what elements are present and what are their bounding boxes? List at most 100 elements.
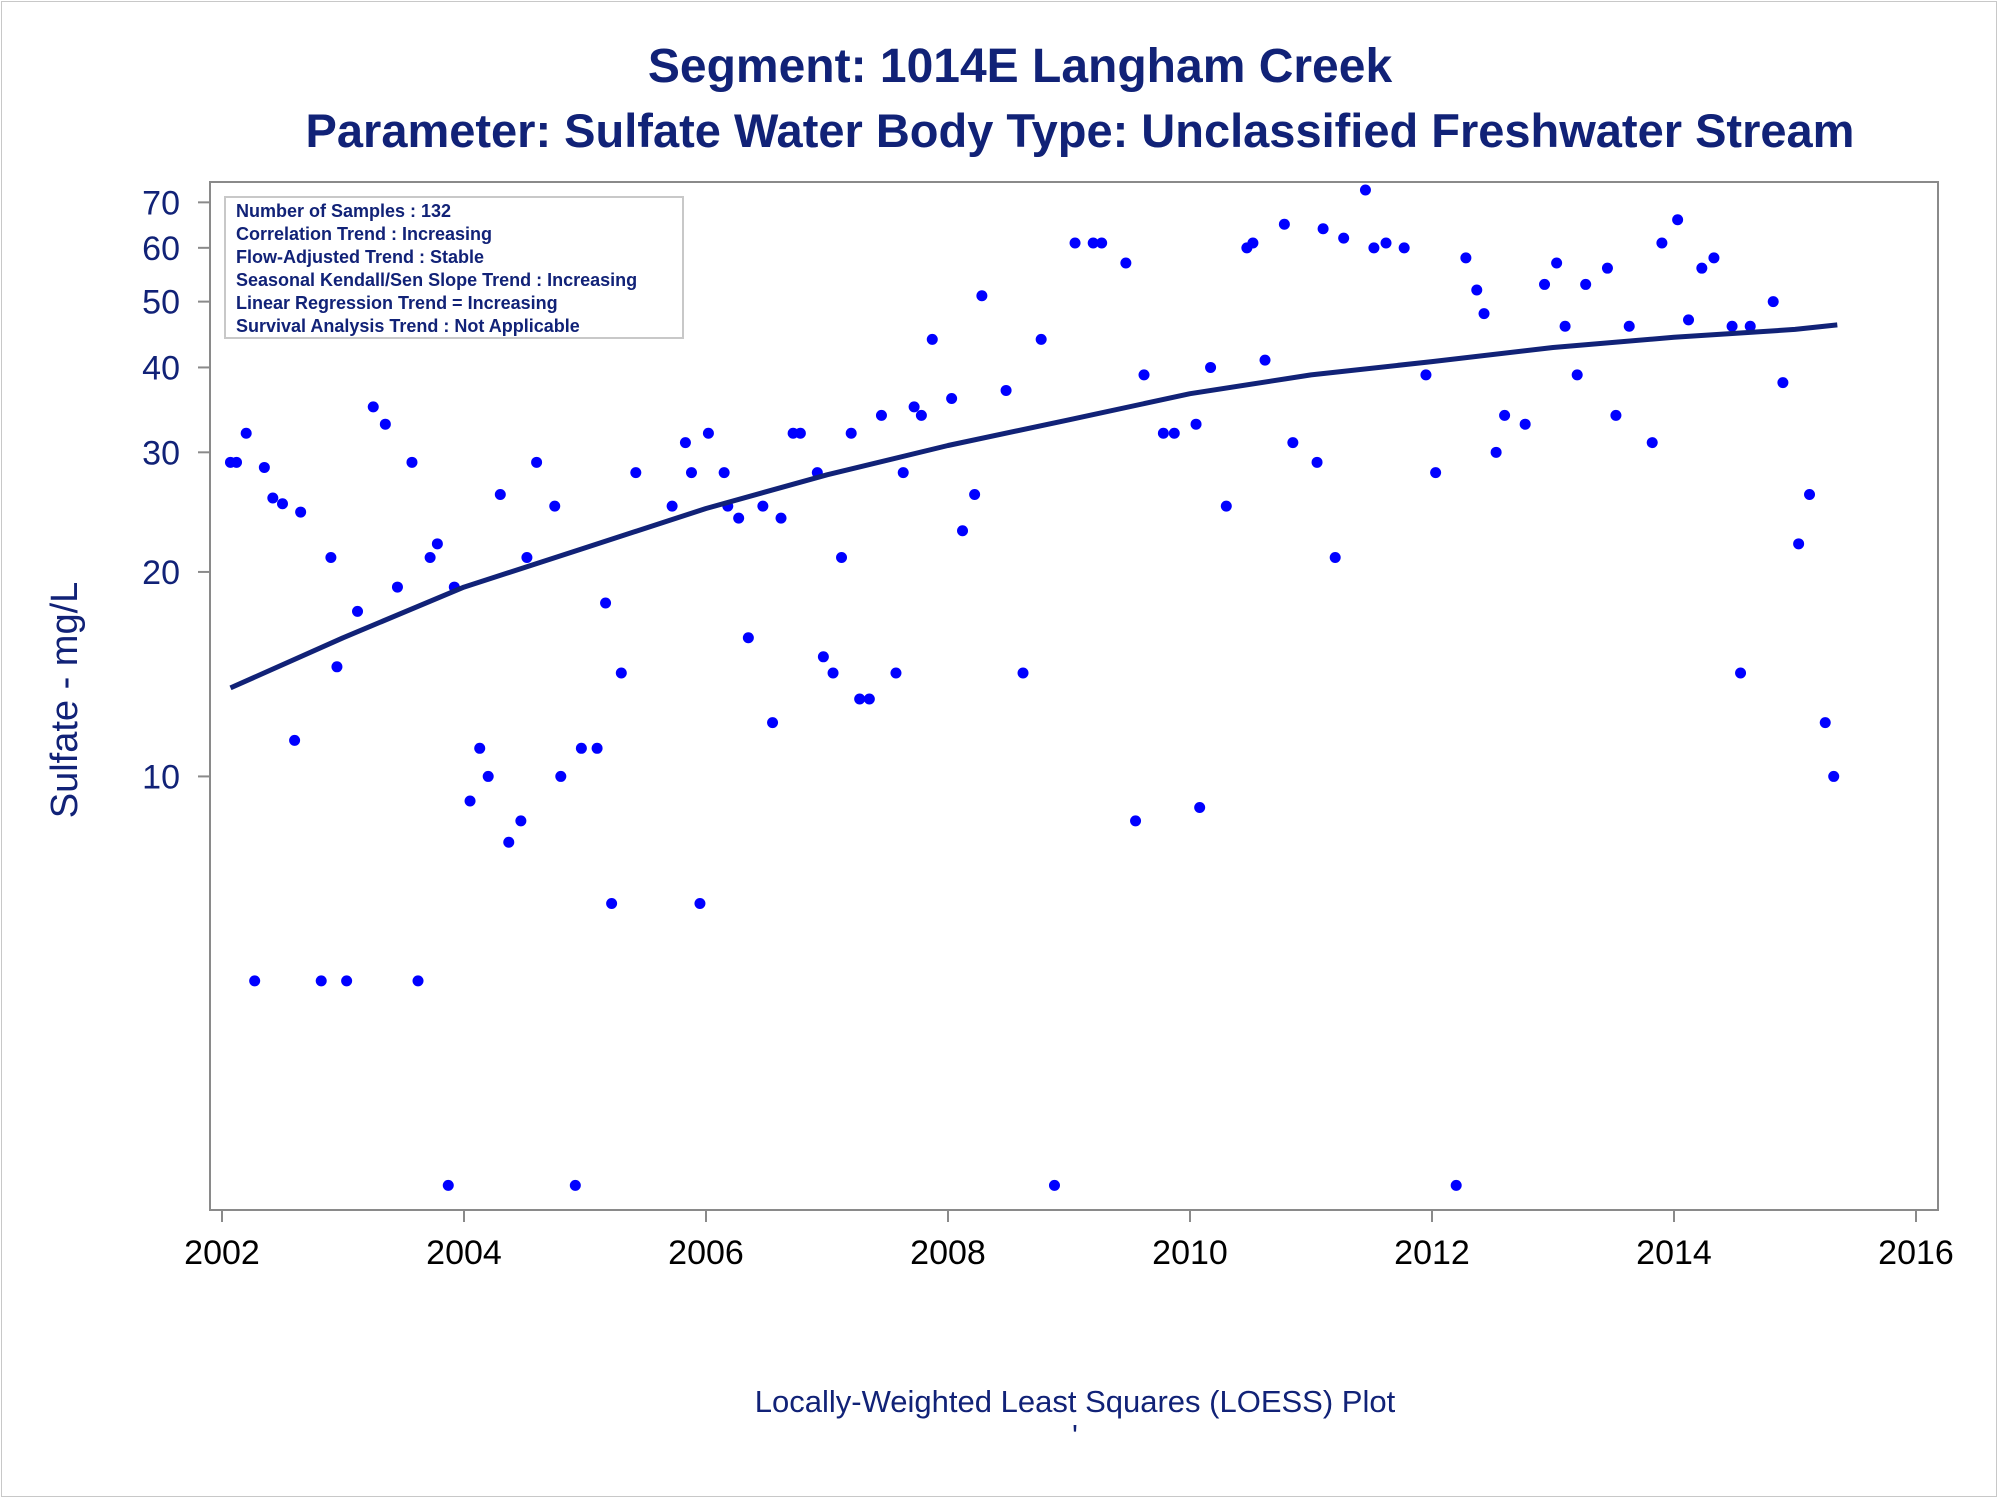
data-point [289, 734, 301, 746]
data-point [666, 500, 678, 512]
info-box: Number of Samples : 132 Correlation Tren… [224, 196, 684, 339]
data-point [694, 898, 706, 910]
data-point [258, 461, 270, 473]
y-axis-label: Sulfate - mg/L [44, 582, 86, 819]
info-seasonal-kendall-trend: Seasonal Kendall/Sen Slope Trend : Incre… [236, 270, 637, 290]
data-point [1087, 237, 1099, 249]
data-point [503, 836, 515, 848]
data-point [733, 512, 745, 524]
data-point [406, 456, 418, 468]
data-point [341, 975, 353, 987]
data-point [718, 467, 730, 479]
data-point [1672, 214, 1684, 226]
data-point [1726, 320, 1738, 332]
data-point [367, 401, 379, 413]
data-point [1735, 667, 1747, 679]
data-point [685, 467, 697, 479]
data-point [1460, 252, 1472, 264]
data-point [1130, 815, 1142, 827]
y-axis: 10 20 30 40 50 60 70 [142, 182, 211, 1210]
data-point [352, 605, 364, 617]
data-point [827, 667, 839, 679]
y-tick-label: 10 [142, 758, 180, 796]
info-survival-analysis-trend: Survival Analysis Trend : Not Applicable [236, 316, 580, 336]
data-point [1278, 218, 1290, 230]
data-point [1828, 770, 1840, 782]
data-point [1287, 437, 1299, 449]
data-point [1190, 418, 1202, 430]
x-tick-label: 2004 [426, 1234, 502, 1272]
data-point [615, 667, 627, 679]
data-point [1450, 1179, 1462, 1191]
data-point [1646, 437, 1658, 449]
data-point [845, 427, 857, 439]
info-correlation-trend: Correlation Trend : Increasing [236, 224, 492, 244]
data-point [531, 456, 543, 468]
data-point [1420, 369, 1432, 381]
data-point [1311, 456, 1323, 468]
info-box-border [224, 196, 684, 339]
data-point [1601, 262, 1613, 274]
data-point [515, 815, 527, 827]
data-point [521, 552, 533, 564]
data-point [926, 333, 938, 345]
data-point [267, 492, 279, 504]
data-point [464, 795, 476, 807]
x-axis: 2002 2004 2006 2008 2010 2012 2014 2016 [184, 1209, 1954, 1272]
data-point [1708, 252, 1720, 264]
chart-title: Segment: 1014E Langham Creek [648, 40, 1393, 93]
data-point [1398, 242, 1410, 254]
data-point [1259, 354, 1271, 366]
data-point [1380, 237, 1392, 249]
data-point [1000, 384, 1012, 396]
data-point [957, 525, 969, 537]
data-point [606, 898, 618, 910]
data-point [1168, 427, 1180, 439]
y-tick-label: 30 [142, 434, 180, 472]
data-point [1359, 184, 1371, 196]
y-tick-label: 40 [142, 349, 180, 387]
x-axis-label: Locally-Weighted Least Squares (LOESS) P… [755, 1384, 1396, 1419]
data-point [442, 1179, 454, 1191]
data-point [1430, 467, 1442, 479]
x-tick-label: 2002 [184, 1234, 260, 1272]
data-point [391, 581, 403, 593]
data-point [431, 538, 443, 550]
info-samples: Number of Samples : 132 [236, 201, 451, 221]
data-point [1767, 296, 1779, 308]
data-point [1205, 361, 1217, 373]
data-point [1696, 262, 1708, 274]
data-point [1804, 489, 1816, 501]
data-point [1478, 308, 1490, 320]
data-point [1471, 284, 1483, 296]
data-point [331, 661, 343, 673]
data-point [1551, 257, 1563, 269]
data-point [863, 693, 875, 705]
data-point [775, 512, 787, 524]
data-point [1819, 717, 1831, 729]
y-tick-label: 20 [142, 554, 180, 592]
data-point [1539, 278, 1551, 290]
y-tick-label: 50 [142, 284, 180, 322]
data-point [679, 437, 691, 449]
x-tick-label: 2010 [1152, 1234, 1228, 1272]
data-point [1048, 1179, 1060, 1191]
data-point [817, 651, 829, 663]
data-point [1623, 320, 1635, 332]
chart-marks [224, 184, 1840, 1191]
info-linear-regression-trend: Linear Regression Trend = Increasing [236, 293, 558, 313]
data-point [1499, 409, 1511, 421]
data-point [915, 409, 927, 421]
data-point [875, 409, 887, 421]
data-point [1035, 333, 1047, 345]
data-point [630, 467, 642, 479]
data-point [482, 770, 494, 782]
data-point [767, 717, 779, 729]
data-point [1329, 552, 1341, 564]
data-point [969, 489, 981, 501]
data-point [890, 667, 902, 679]
x-tick-label: 2006 [668, 1234, 744, 1272]
chart-subtitle: Parameter: Sulfate Water Body Type: Uncl… [306, 104, 1855, 157]
